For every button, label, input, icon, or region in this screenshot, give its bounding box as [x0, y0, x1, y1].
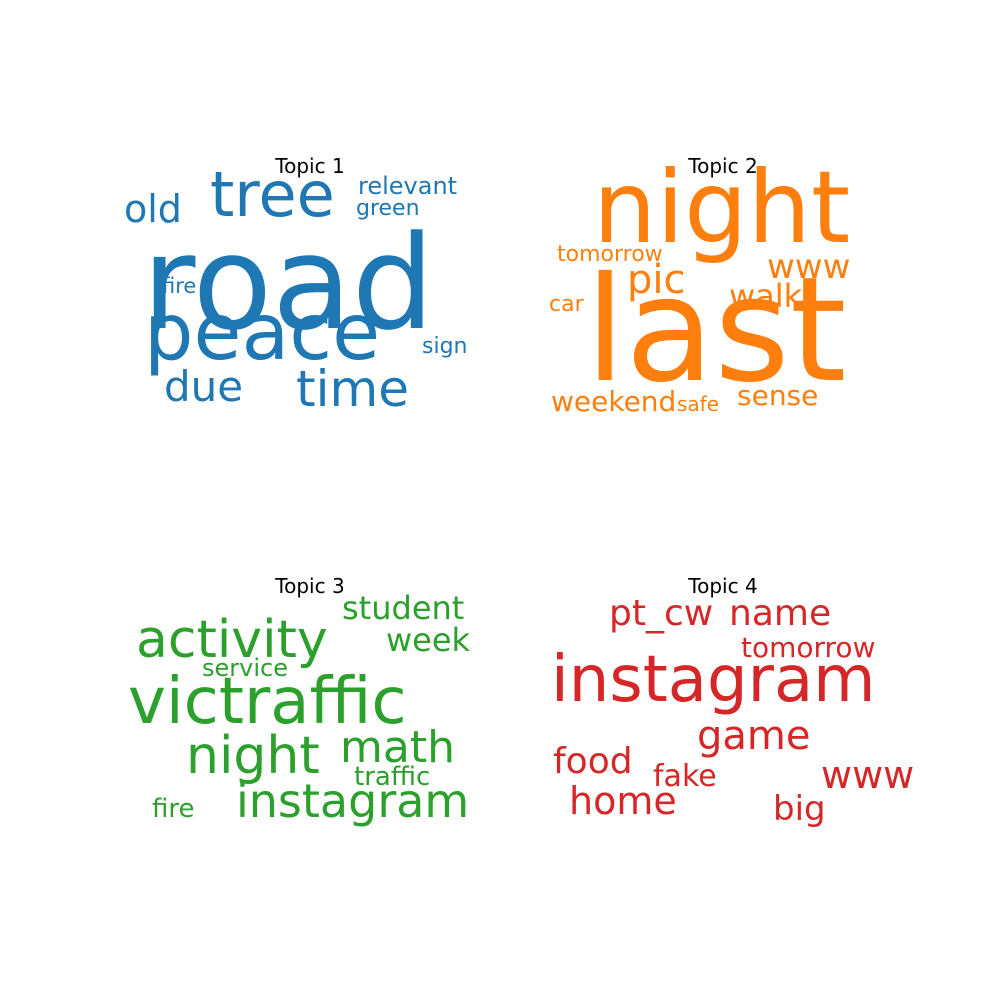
word-student: student — [342, 589, 465, 627]
word-safe: safe — [677, 392, 720, 416]
word-due: due — [164, 362, 244, 411]
word-tomorrow: tomorrow — [741, 631, 876, 664]
word-green: green — [356, 196, 420, 221]
word-game: game — [697, 713, 811, 759]
panel-title: Topic 2 — [688, 154, 758, 178]
word-last: last — [585, 246, 847, 415]
topic-panel-3: Topic 3 victraffic activity night instag… — [128, 576, 490, 850]
word-fake: fake — [653, 759, 717, 794]
word-tomorrow: tomorrow — [557, 242, 663, 267]
word-fire: fire — [162, 274, 197, 298]
word-service: service — [202, 654, 288, 682]
word-relevant: relevant — [358, 172, 458, 200]
word-weekend: weekend — [551, 385, 677, 418]
word-big: big — [773, 789, 826, 829]
word-food: food — [553, 741, 633, 782]
word-pt_cw: pt_cw — [609, 593, 714, 634]
word-fire: fire — [152, 794, 195, 824]
panel-title: Topic 3 — [275, 574, 345, 598]
word-sign: sign — [422, 334, 468, 359]
word-car: car — [549, 292, 584, 317]
word-night: night — [186, 726, 320, 786]
word-math: math — [340, 722, 455, 773]
word-name: name — [729, 593, 832, 634]
panel-title: Topic 4 — [688, 574, 758, 598]
word-sense: sense — [737, 379, 819, 412]
word-road: road — [142, 207, 435, 359]
word-instagram: instagram — [236, 774, 470, 828]
word-victraffic: victraffic — [128, 665, 407, 739]
word-time: time — [296, 360, 409, 418]
word-home: home — [569, 779, 677, 823]
word-week: week — [386, 621, 471, 659]
topic-panel-1: Topic 1 road peace tree time due old rel… — [124, 156, 490, 430]
word-activity: activity — [136, 610, 328, 670]
word-www: www — [767, 247, 851, 287]
word-tree: tree — [210, 158, 335, 231]
topic-panel-2: Topic 2 last night pic www walk tomorrow… — [543, 156, 903, 430]
word-traffic: traffic — [354, 762, 431, 792]
word-pic: pic — [627, 257, 686, 303]
word-instagram: instagram — [551, 643, 876, 717]
panel-title: Topic 1 — [275, 154, 345, 178]
word-peace: peace — [144, 288, 381, 378]
word-night: night — [593, 149, 851, 266]
word-old: old — [124, 187, 182, 231]
topic-panel-4: Topic 4 instagram pt_cw name tomorrow ga… — [543, 576, 914, 850]
word-walk: walk — [729, 277, 803, 315]
word-www: www — [821, 753, 915, 797]
